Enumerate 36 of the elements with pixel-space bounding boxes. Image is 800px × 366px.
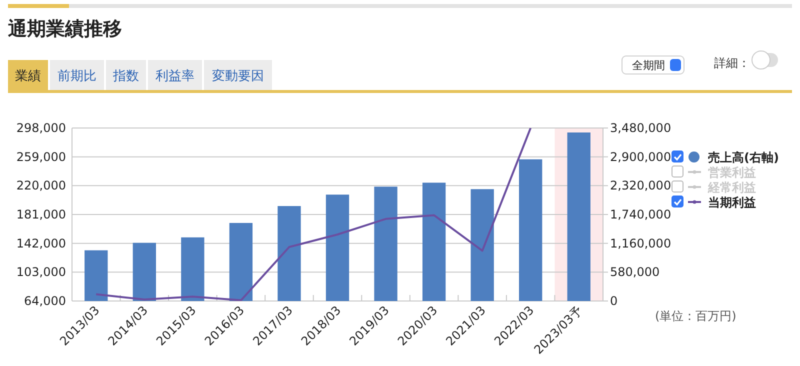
bar [132,242,156,301]
y2-tick-label: 2,900,000 [610,150,672,164]
bar [374,186,398,301]
y-tick-label: 103,000 [16,265,66,280]
legend-label: 売上高(右軸) [708,150,779,164]
y-tick-label: 142,000 [16,236,66,250]
y2-tick-label: 3,480,000 [610,121,672,135]
text: 前期比 [58,69,96,84]
text: 変動要因 [212,68,264,84]
text: 指数 [112,69,139,84]
text: 業績 [15,69,41,84]
y-tick-label: 259,000 [16,150,66,164]
y2-tick-label: 0 [610,294,618,308]
bar [326,194,350,301]
line-series [95,128,532,301]
text: 詳細： [714,56,750,70]
bar [278,206,301,301]
chart-title: 通期業績推移 [7,18,122,40]
bar [519,159,542,301]
y-tick-label: 298,000 [16,121,66,135]
dropdown: 全期間 [622,56,684,74]
bar [229,222,253,301]
bar [181,237,204,301]
y2-tick-label: 580,000 [610,265,660,280]
bar [422,182,446,301]
text: 利益率 [156,68,194,84]
y-tick-label: 181,000 [16,208,66,222]
bar [470,189,494,301]
y2-tick-label: 1,160,000 [610,236,672,250]
legend-label: 当期利益 [708,196,756,210]
y2-tick-label: 1,740,000 [610,208,672,222]
bar [84,250,108,301]
y-tick-label: 64,000 [24,294,66,308]
y-tick-label: 220,000 [16,178,66,193]
text: (単位：百万円) [655,309,736,323]
y2-tick-label: 2,320,000 [610,178,672,193]
